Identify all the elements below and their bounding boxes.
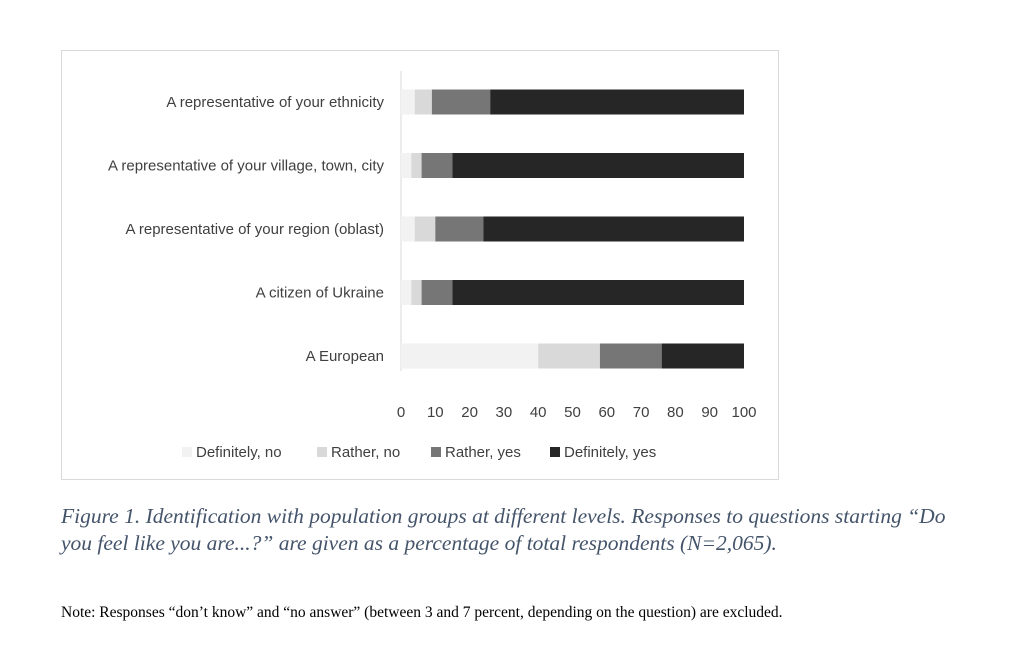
legend-swatch-2 — [431, 447, 441, 457]
x-tick-label: 60 — [598, 404, 615, 421]
figure-caption: Figure 1. Identification with population… — [61, 504, 946, 555]
category-label: A European — [306, 348, 384, 365]
x-tick-label: 40 — [530, 404, 547, 421]
bar-segment-4-0 — [401, 343, 539, 369]
chart-frame: A representative of your ethnicity A repr… — [61, 50, 779, 480]
x-tick-label: 10 — [427, 404, 444, 421]
bar-segment-2-3 — [483, 216, 744, 242]
legend-label: Definitely, yes — [564, 444, 656, 461]
bar-segment-2-2 — [435, 216, 484, 242]
x-tick-label: 70 — [633, 404, 650, 421]
bar-segment-3-1 — [411, 280, 422, 305]
legend-label: Rather, no — [331, 444, 400, 461]
x-tick-label: 90 — [701, 404, 718, 421]
legend-swatch-1 — [317, 447, 327, 457]
bar-segment-1-3 — [452, 153, 744, 178]
x-tick-label: 20 — [461, 404, 478, 421]
legend-label: Definitely, no — [196, 444, 282, 461]
category-label: A representative of your village, town, … — [108, 158, 384, 175]
bar-segment-1-1 — [411, 153, 422, 178]
legend-swatch-0 — [182, 447, 192, 457]
figure-note: Note: Responses “don’t know” and “no ans… — [61, 604, 783, 621]
x-tick-label: 30 — [496, 404, 513, 421]
category-label: A representative of your ethnicity — [166, 94, 384, 111]
bar-segment-2-0 — [401, 216, 415, 242]
bar-segment-1-2 — [421, 153, 453, 178]
bar-segment-0-2 — [431, 89, 491, 115]
bar-segment-4-1 — [538, 343, 600, 369]
legend-label: Rather, yes — [445, 444, 521, 461]
bar-segment-4-2 — [599, 343, 662, 369]
bar-segment-4-3 — [661, 343, 744, 369]
x-tick-label: 80 — [667, 404, 684, 421]
bar-segment-1-0 — [401, 153, 412, 178]
bar-segment-3-0 — [401, 280, 412, 305]
category-label: A representative of your region (oblast) — [126, 221, 384, 238]
x-tick-label: 50 — [564, 404, 581, 421]
category-label: A citizen of Ukraine — [256, 285, 384, 302]
x-tick-label: 0 — [397, 404, 405, 421]
bar-segment-0-0 — [401, 89, 415, 115]
x-tick-label: 100 — [731, 404, 756, 421]
stacked-bar-chart: A representative of your ethnicity A repr… — [108, 71, 757, 461]
bar-segment-0-3 — [490, 89, 744, 115]
legend-swatch-3 — [550, 447, 560, 457]
bar-segment-3-2 — [421, 280, 453, 305]
bar-segment-3-3 — [452, 280, 744, 305]
bar-segment-2-1 — [414, 216, 436, 242]
bar-segment-0-1 — [414, 89, 432, 115]
